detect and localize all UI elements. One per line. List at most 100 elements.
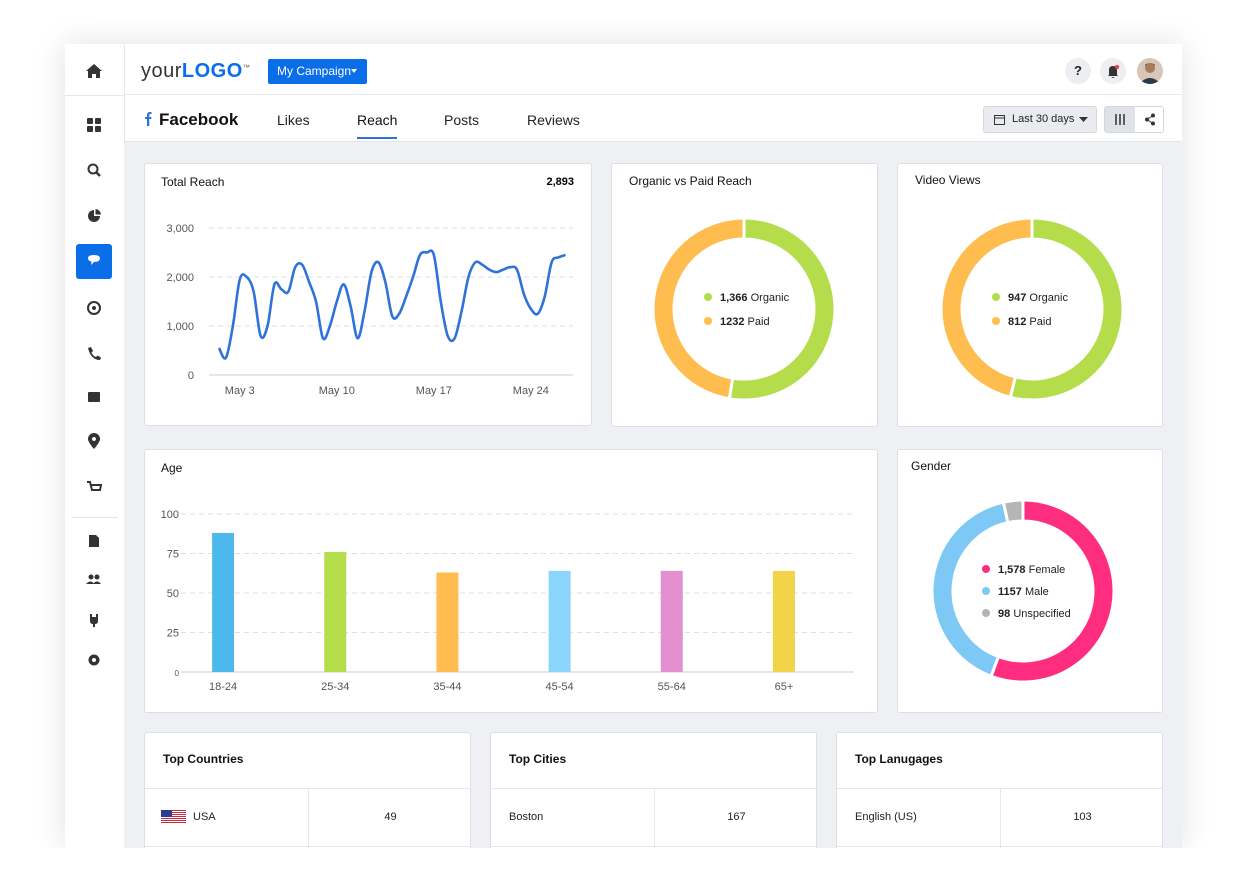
total-reach-card: Total Reach 2,893 0 1,000 2,000 3,000 May 3 May… (144, 163, 592, 426)
table-divider (145, 788, 470, 789)
users-icon[interactable] (86, 574, 101, 585)
avatar[interactable] (1137, 58, 1163, 84)
table-cell: Boston (509, 811, 544, 823)
calendar-icon (994, 115, 1005, 125)
bar (772, 570, 795, 672)
legend-entry: 1232 Paid (720, 316, 770, 328)
x-tick-label: 65+ (775, 681, 794, 693)
tab[interactable]: Reviews (527, 112, 580, 128)
legend-name: Paid (748, 316, 770, 328)
legend-entry: 1157 Male (998, 586, 1049, 598)
legend-entry: 1,366 Organic (720, 292, 790, 304)
flag-icon (161, 810, 186, 823)
bar (548, 570, 571, 672)
campaign-label: My Campaign (277, 64, 352, 78)
date-range-button[interactable]: Last 30 days (983, 106, 1097, 133)
chart-title: Gender (911, 459, 951, 473)
tab[interactable]: Likes (277, 112, 310, 128)
tab[interactable]: Reach (357, 112, 398, 139)
help-label: ? (1074, 63, 1082, 78)
flag-stripe (161, 822, 186, 823)
legend-value: 1232 (720, 316, 744, 328)
y-tick-label: 25 (167, 628, 179, 640)
legend-name: Unspecified (1013, 608, 1070, 620)
reports-icon[interactable] (88, 209, 101, 222)
x-tick-label: 25-34 (321, 681, 349, 693)
tab[interactable]: Posts (444, 112, 480, 128)
integrations-icon[interactable] (90, 614, 98, 627)
caret (1079, 117, 1088, 122)
bell-icon (1108, 65, 1119, 78)
legend-entry: 947 Organic (1008, 292, 1068, 304)
page-bottom (0, 848, 1248, 892)
legend-name: Male (1025, 586, 1049, 598)
legend-name: Female (1029, 564, 1066, 576)
home-icon[interactable] (86, 64, 102, 78)
donut-chart: Organic vs Paid Reach 1,366 Organic 1232 P… (629, 174, 837, 402)
table-title: Top Countries (163, 752, 244, 766)
legend-value: 1,578 (998, 564, 1026, 576)
legend-entry: 812 Paid (1008, 316, 1051, 328)
y-tick-label: 1,000 (166, 321, 194, 333)
settings-icon[interactable] (88, 654, 100, 666)
dashboard-icon[interactable] (87, 118, 101, 132)
share-button[interactable] (1135, 107, 1163, 132)
age-card: Age 0 25 50 75 100 18-24 25-34 35-44 45-54 55-64 65… (144, 449, 878, 713)
legend-dot (704, 293, 712, 301)
toolbar-buttons (1104, 106, 1164, 133)
slice (989, 498, 1116, 684)
table-divider (491, 788, 816, 789)
x-tick-label: May 3 (225, 385, 255, 397)
table-title: Top Cities (509, 752, 567, 766)
legend-name: Paid (1029, 316, 1051, 328)
legend-name: Organic (1029, 292, 1068, 304)
topbar-border (125, 94, 1182, 95)
notifications-button[interactable] (1100, 58, 1126, 84)
organic-paid-card: Organic vs Paid Reach 1,366 Organic 1232 P… (611, 163, 878, 427)
table-divider (837, 846, 1162, 847)
total-value: 2,893 (546, 176, 574, 188)
cell-divider (654, 789, 655, 869)
legend-dot (982, 609, 990, 617)
ecommerce-icon[interactable] (87, 481, 103, 491)
flag-canton (161, 810, 172, 817)
filter-button[interactable] (1105, 107, 1135, 132)
seo-icon[interactable] (87, 301, 101, 315)
x-tick-label: May 24 (513, 385, 549, 397)
logo-mark: ™ (242, 64, 251, 72)
bar (436, 572, 459, 672)
document-icon[interactable] (89, 535, 99, 547)
table-cell: 167 (727, 811, 746, 823)
email-icon[interactable] (88, 392, 100, 402)
table-divider (837, 788, 1162, 789)
flag-stripe (161, 812, 186, 813)
legend-dot (992, 317, 1000, 325)
bar (324, 551, 347, 672)
table-cell: 103 (1073, 811, 1092, 823)
location-icon[interactable] (88, 433, 100, 449)
calls-icon[interactable] (88, 347, 101, 360)
y-tick-label: 0 (175, 669, 180, 678)
chart-title: Organic vs Paid Reach (629, 174, 752, 188)
flag-stripe (161, 818, 186, 819)
legend-value: 1,366 (720, 292, 748, 304)
x-tick-label: May 10 (319, 385, 355, 397)
search-icon[interactable] (87, 163, 101, 177)
x-tick-label: 45-54 (546, 681, 574, 693)
x-tick-label: 18-24 (209, 681, 237, 693)
flag-stripe (161, 816, 186, 817)
y-tick-label: 0 (188, 370, 194, 382)
video-views-card: Video Views 947 Organic 812 Paid (897, 163, 1163, 427)
chart-title: Total Reach (161, 175, 224, 189)
y-tick-label: 2,000 (166, 272, 194, 284)
legend-value: 812 (1008, 316, 1026, 328)
cell-divider (1000, 789, 1001, 869)
campaign-button[interactable]: My Campaign (268, 59, 367, 84)
help-button[interactable]: ? (1065, 58, 1091, 84)
table-divider (145, 846, 470, 847)
social-icon[interactable] (88, 255, 100, 265)
gender-card: Gender 1,578 Female 1157 Male 98 Unspecifie… (897, 449, 1163, 713)
legend-name: Organic (751, 292, 790, 304)
sidebar (65, 44, 125, 848)
